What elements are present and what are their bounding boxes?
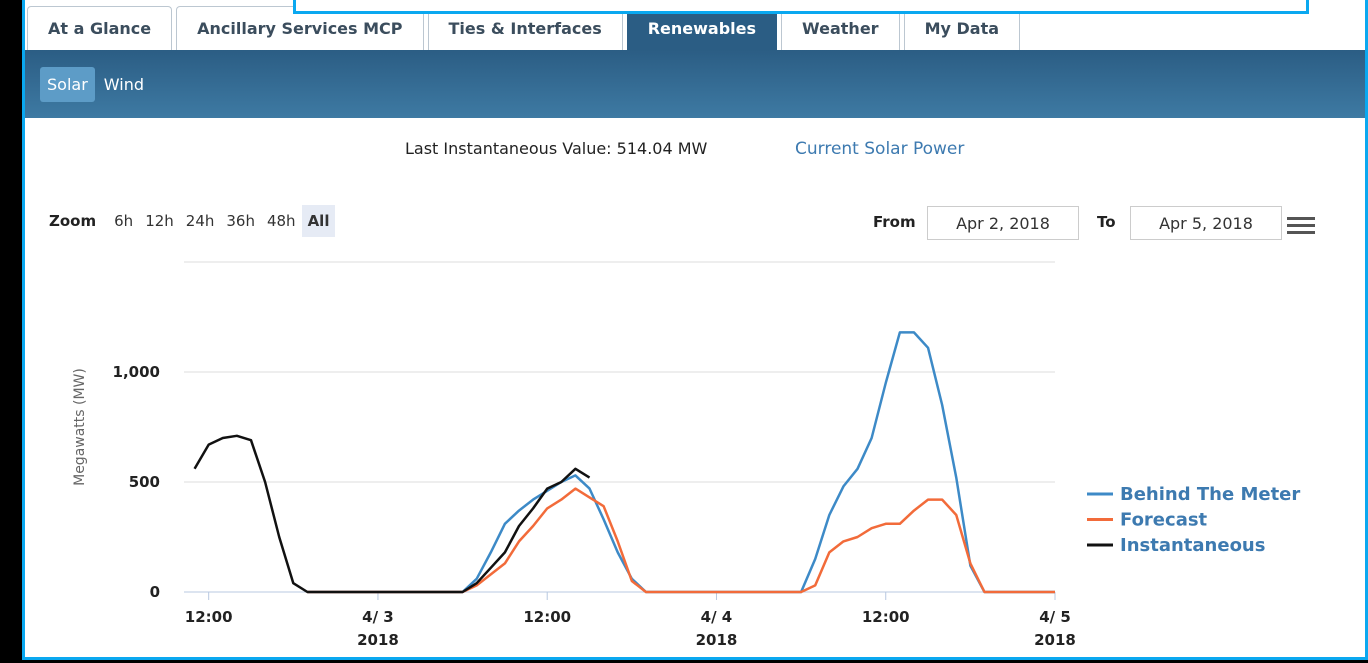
menu-icon[interactable]	[1287, 217, 1315, 234]
subtab[interactable]: Wind	[103, 74, 144, 94]
to-label: To	[1097, 213, 1116, 231]
zoom-button[interactable]: 12h	[145, 212, 174, 230]
zoom-button[interactable]: 36h	[226, 212, 255, 230]
subtab[interactable]: Solar	[40, 66, 95, 102]
from-input[interactable]: Apr 2, 2018	[927, 206, 1079, 240]
x-tick-label: 4/ 3	[362, 608, 394, 626]
last-value: Last Instantaneous Value: 514.04 MW	[405, 139, 708, 158]
y-tick-label: 500	[129, 473, 160, 491]
x-tick-label: 12:00	[523, 608, 571, 626]
zoom-buttons: 6h 12h 24h 36h 48h All	[108, 205, 336, 237]
x-tick-label: 4/ 5	[1039, 608, 1071, 626]
x-tick-year: 2018	[357, 631, 399, 649]
zoom-label: Zoom	[49, 212, 97, 230]
series-line	[307, 487, 1055, 594]
legend-label: Forecast	[1120, 510, 1208, 531]
series-line	[307, 331, 1055, 594]
current-link[interactable]: Current Solar Power	[795, 139, 965, 159]
tab[interactable]: At a Glance	[27, 6, 173, 50]
zoom-button[interactable]: 24h	[185, 212, 215, 230]
y-tick-label: 0	[150, 583, 160, 601]
x-tick-year: 2018	[1034, 631, 1076, 649]
zoom-button[interactable]: 6h	[114, 212, 134, 230]
to-input[interactable]: Apr 5, 2018	[1130, 206, 1282, 240]
zoom-bar: Zoom 6h 12h 24h 36h 48h All	[49, 205, 336, 237]
legend-label: Instantaneous	[1120, 535, 1265, 556]
subtab-bar: Solar Wind	[25, 50, 1365, 118]
y-axis-title: Megawatts (MW)	[72, 368, 88, 486]
x-tick-label: 4/ 4	[701, 608, 733, 626]
overlay-panel	[293, 0, 1309, 14]
zoom-button[interactable]: All	[301, 205, 336, 237]
from-label: From	[873, 213, 916, 231]
series-line	[193, 434, 591, 594]
legend-label: Behind The Meter	[1120, 484, 1300, 505]
x-tick-year: 2018	[696, 631, 738, 649]
zoom-button[interactable]: 48h	[266, 212, 296, 230]
x-tick-label: 12:00	[862, 608, 910, 626]
y-tick-label: 1,000	[113, 363, 160, 381]
x-tick-label: 12:00	[185, 608, 233, 626]
